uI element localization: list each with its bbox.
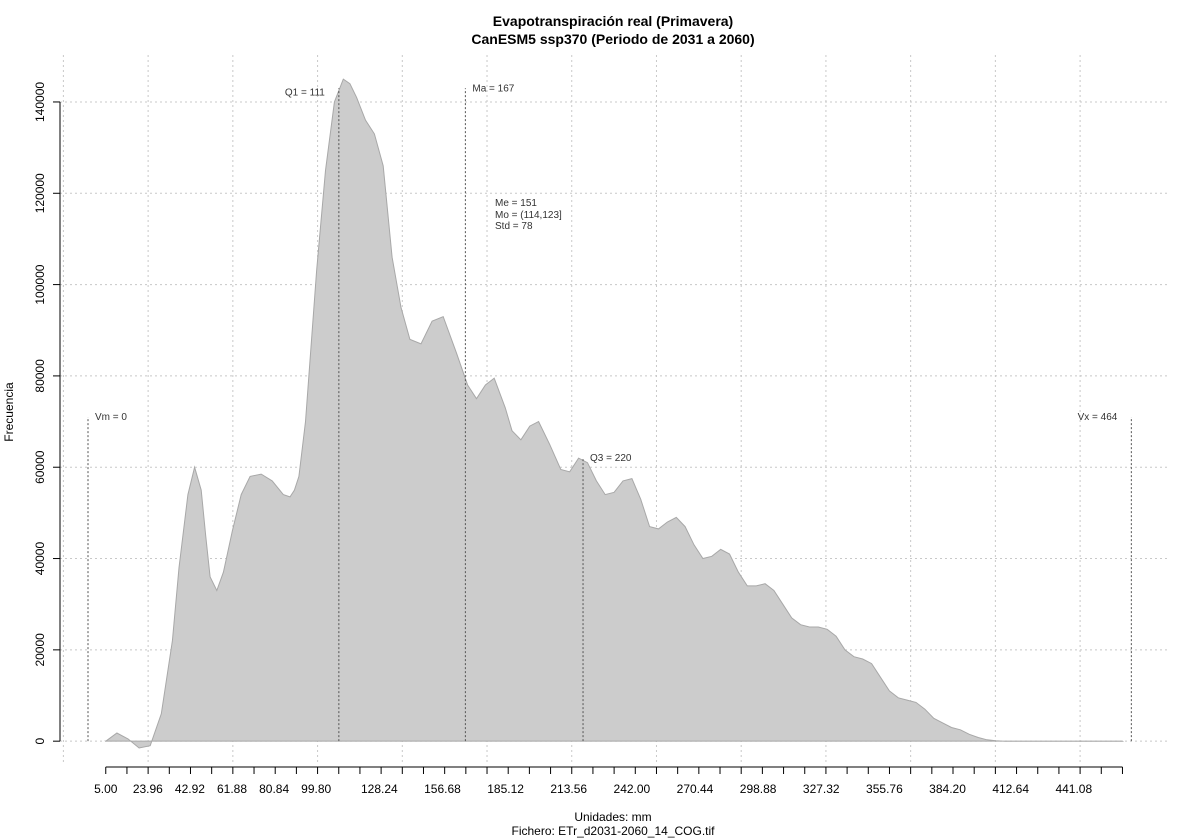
stat-median: Me = 151 — [495, 198, 537, 209]
chart-subtitle: CanESM5 ssp370 (Periodo de 2031 a 2060) — [471, 31, 754, 47]
x-tick-label: 61.88 — [217, 782, 247, 796]
y-tick-label: 140000 — [33, 82, 47, 122]
x-tick-label: 412.64 — [992, 782, 1029, 796]
x-tick-label: 213.56 — [550, 782, 587, 796]
x-axis-label: Unidades: mm — [574, 810, 651, 824]
x-tick-label: 156.68 — [424, 782, 461, 796]
y-tick-label: 120000 — [33, 173, 47, 213]
file-label: Fichero: ETr_d2031-2060_14_COG.tif — [512, 824, 716, 838]
y-axis-label: Frecuencia — [2, 382, 16, 442]
marker-label: Q1 = 111 — [285, 87, 325, 98]
y-tick-label: 40000 — [33, 542, 47, 576]
axes: 0 20000 40000 60000 80000 100000 120000 140000 5… — [33, 82, 1123, 796]
density-area — [104, 78, 1125, 749]
x-tick-label: 441.08 — [1055, 782, 1092, 796]
stats-annotation: Me = 151 Mo = (114,123] Std = 78 — [495, 198, 562, 232]
x-tick-label: 242.00 — [614, 782, 651, 796]
statistic-markers: Vm = 0 Q1 = 111 Ma = 167 Q3 = 220 Vx = 464 — [87, 83, 1132, 742]
y-tick-label: 0 — [33, 738, 47, 745]
marker-label: Vx = 464 — [1078, 412, 1118, 423]
marker-label: Ma = 167 — [472, 83, 514, 94]
chart-title: Evapotranspiración real (Primavera) — [493, 13, 733, 29]
x-tick-label: 99.80 — [301, 782, 331, 796]
density-series — [104, 78, 1125, 749]
stat-std: Std = 78 — [495, 221, 533, 232]
x-tick-label: 270.44 — [677, 782, 714, 796]
x-tick-label: 185.12 — [487, 782, 524, 796]
marker-label: Vm = 0 — [95, 412, 127, 423]
x-tick-label: 5.00 — [94, 782, 118, 796]
y-tick-label: 100000 — [33, 264, 47, 304]
x-tick-label: 298.88 — [740, 782, 777, 796]
y-tick-label: 60000 — [33, 450, 47, 484]
x-tick-label: 327.32 — [803, 782, 840, 796]
x-tick-label: 384.20 — [929, 782, 966, 796]
y-tick-label: 80000 — [33, 359, 47, 393]
y-tick-label: 20000 — [33, 633, 47, 667]
stat-mode: Mo = (114,123] — [495, 210, 562, 221]
x-tick-label: 128.24 — [361, 782, 398, 796]
x-tick-label: 80.84 — [259, 782, 289, 796]
x-tick-label: 355.76 — [866, 782, 903, 796]
marker-label: Q3 = 220 — [590, 453, 632, 464]
x-tick-label: 23.96 — [133, 782, 163, 796]
x-tick-label: 42.92 — [175, 782, 205, 796]
